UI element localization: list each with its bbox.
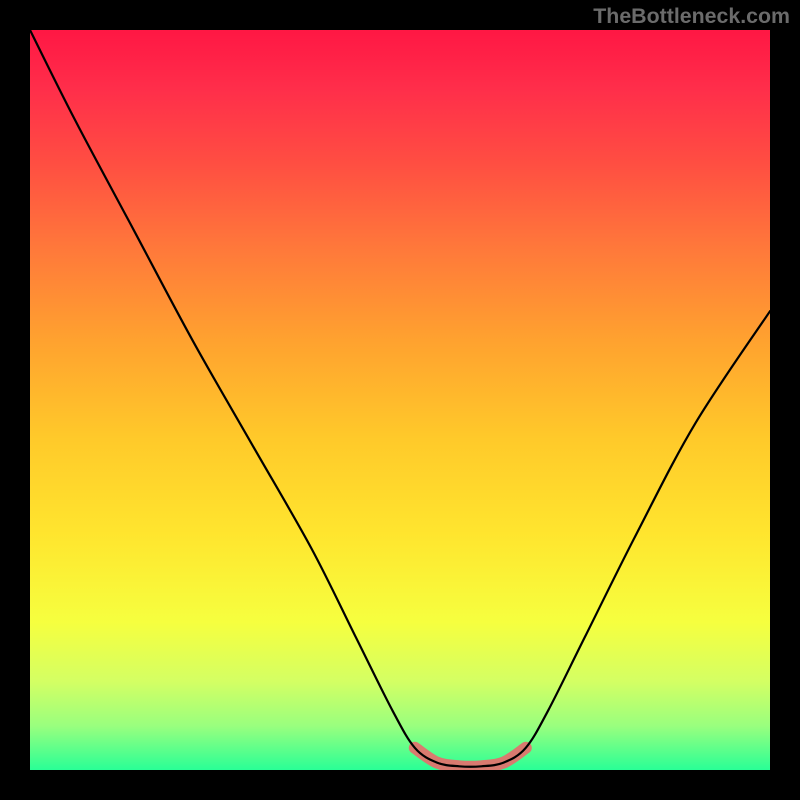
chart-svg [0,0,800,800]
frame-right [770,0,800,800]
plot-background [30,30,770,770]
bottleneck-chart: TheBottleneck.com [0,0,800,800]
frame-left [0,0,30,800]
watermark-text: TheBottleneck.com [593,4,790,29]
frame-bottom [0,770,800,800]
